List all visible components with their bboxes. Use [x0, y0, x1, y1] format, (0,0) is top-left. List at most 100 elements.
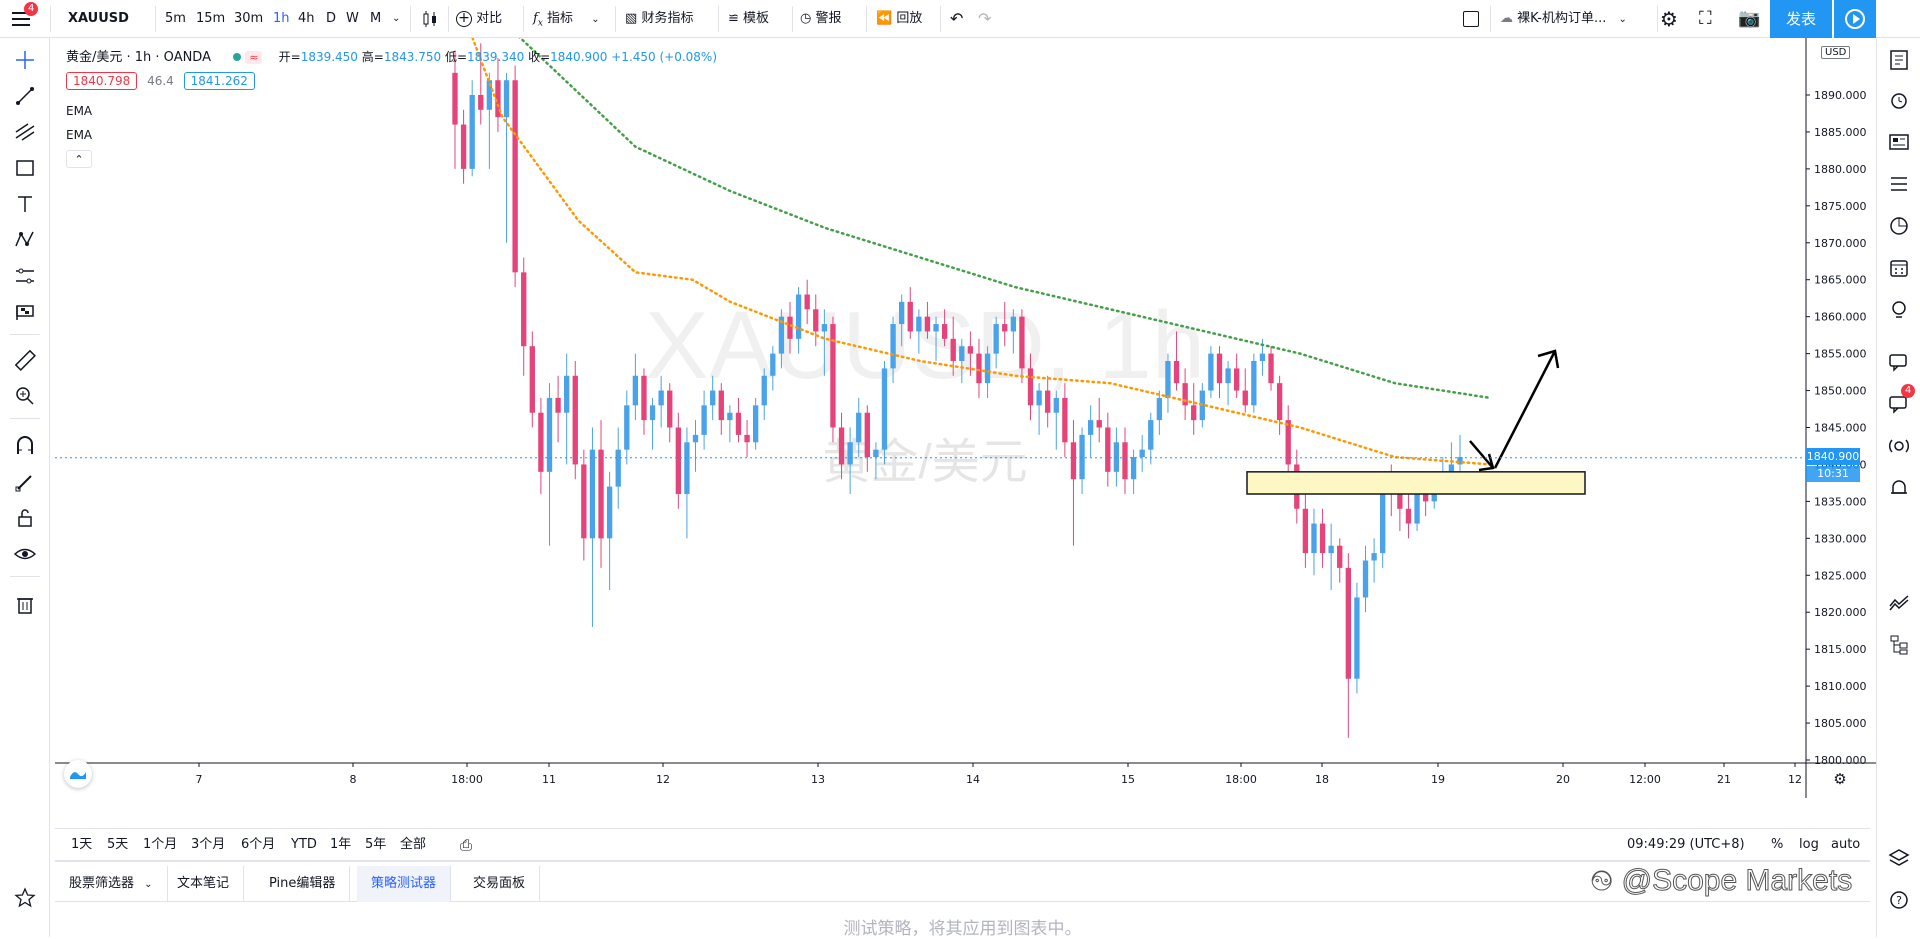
- trading-panel-icon[interactable]: [1887, 590, 1911, 614]
- lock-icon[interactable]: [13, 506, 37, 530]
- zoom-in-icon[interactable]: [13, 384, 37, 408]
- templates-button[interactable]: ≌ 模板: [728, 0, 769, 38]
- range-all[interactable]: 全部: [400, 837, 427, 852]
- chat-icon[interactable]: [1887, 350, 1911, 374]
- interval-4h[interactable]: 4h: [298, 11, 315, 26]
- collapse-legend-button[interactable]: ⌃: [66, 150, 92, 168]
- ideas-bulb-icon[interactable]: [1887, 298, 1911, 322]
- watchlist-icon[interactable]: [1887, 48, 1911, 72]
- streams-icon[interactable]: [1887, 434, 1911, 458]
- interval-5m[interactable]: 5m: [165, 11, 186, 26]
- price-chart[interactable]: XAUUSD, 1h 黄金/美元 1890.000 1885.000 1880.00…: [55, 38, 1876, 798]
- bid-button[interactable]: 1840.798: [66, 72, 138, 90]
- hotlist-icon[interactable]: [1887, 214, 1911, 238]
- magnet-icon[interactable]: [13, 434, 37, 458]
- rectangle-tool-icon[interactable]: [13, 156, 37, 180]
- calendar-icon[interactable]: [1887, 256, 1911, 280]
- compare-button[interactable]: + 对比: [456, 0, 502, 38]
- candle-body: [512, 80, 518, 273]
- data-window-icon[interactable]: [1887, 172, 1911, 196]
- indicator-ema-2[interactable]: EMA: [66, 128, 93, 142]
- candle-type-icon[interactable]: [420, 9, 440, 29]
- news-icon[interactable]: [1887, 130, 1911, 154]
- replay-button[interactable]: ⏪ 回放: [876, 0, 922, 38]
- settings-gear-icon[interactable]: ⚙: [1660, 7, 1678, 31]
- fullscreen-icon[interactable]: ⛶: [1699, 8, 1712, 29]
- interval-w[interactable]: W: [346, 11, 359, 26]
- range-1d[interactable]: 1天: [71, 837, 93, 852]
- redo-icon[interactable]: ↷: [978, 9, 992, 28]
- tab-strategy-tester[interactable]: 策略测试器: [357, 866, 452, 902]
- candle-body: [606, 486, 613, 539]
- alert-button[interactable]: ◷ 警报: [800, 0, 842, 38]
- menu-button[interactable]: 4: [12, 2, 39, 28]
- icon-tool-icon[interactable]: [13, 300, 37, 324]
- percent-toggle[interactable]: %: [1771, 837, 1784, 852]
- undo-icon[interactable]: ↶: [950, 9, 964, 28]
- price-tick-label: 1820.000: [1814, 606, 1867, 619]
- messages-icon[interactable]: [1887, 392, 1911, 416]
- go-to-date-icon[interactable]: ⎙: [460, 836, 473, 854]
- alarm-clock-icon[interactable]: [1887, 88, 1911, 112]
- candle-body: [1251, 361, 1257, 406]
- tab-stock-screener[interactable]: 股票筛选器 ⌄: [55, 866, 168, 902]
- indicator-ema-1[interactable]: EMA: [66, 104, 93, 118]
- trash-icon[interactable]: [13, 592, 37, 616]
- interval-dropdown-chevron-icon[interactable]: ⌄: [392, 13, 401, 24]
- publish-options-button[interactable]: [1834, 0, 1876, 38]
- tradingview-logo[interactable]: [64, 760, 92, 788]
- range-5y[interactable]: 5年: [365, 837, 387, 852]
- legend-title[interactable]: 黄金/美元 · 1h · OANDA: [66, 50, 211, 65]
- ask-button[interactable]: 1841.262: [183, 72, 255, 90]
- currency-label[interactable]: USD: [1821, 46, 1851, 59]
- text-tool-icon[interactable]: [13, 192, 37, 216]
- candle: [881, 361, 888, 465]
- candle: [804, 279, 810, 325]
- interval-d[interactable]: D: [326, 11, 337, 26]
- star-icon[interactable]: [13, 886, 37, 910]
- candle: [675, 412, 681, 509]
- pattern-tool-icon[interactable]: [13, 228, 37, 252]
- tab-text-notes[interactable]: 文本笔记: [163, 866, 245, 902]
- eye-icon[interactable]: [13, 542, 37, 566]
- candle-body: [1276, 383, 1283, 421]
- interval-15m[interactable]: 15m: [196, 11, 226, 26]
- tab-trading-panel[interactable]: 交易面板: [459, 866, 541, 902]
- indicators-button[interactable]: fx 指标 ⌄: [533, 0, 600, 38]
- interval-1h[interactable]: 1h: [273, 11, 290, 26]
- crosshair-icon[interactable]: [13, 48, 37, 72]
- range-3m[interactable]: 3个月: [191, 837, 226, 852]
- range-1m[interactable]: 1个月: [143, 837, 178, 852]
- help-icon[interactable]: ?: [1887, 888, 1911, 912]
- range-6m[interactable]: 6个月: [241, 837, 276, 852]
- layout-selector[interactable]: ☁ 裸K-机构订单... ⌄: [1500, 0, 1627, 38]
- trend-line-icon[interactable]: [13, 84, 37, 108]
- layers-icon[interactable]: [1887, 846, 1911, 870]
- notifications-bell-icon[interactable]: [1887, 476, 1911, 500]
- layout-name: 裸K-机构订单...: [1517, 11, 1607, 26]
- ruler-icon[interactable]: [13, 348, 37, 372]
- range-bar: 1天 5天 1个月 3个月 6个月 YTD 1年 5年 全部 ⎙ 09:49:2…: [55, 828, 1870, 862]
- publish-button[interactable]: 发表: [1770, 0, 1832, 38]
- auto-toggle[interactable]: auto: [1831, 837, 1861, 852]
- financials-button[interactable]: ▧ 财务指标: [625, 0, 693, 38]
- camera-icon[interactable]: 📷: [1738, 8, 1761, 29]
- range-ytd[interactable]: YTD: [291, 837, 317, 852]
- log-toggle[interactable]: log: [1799, 837, 1819, 852]
- range-5d[interactable]: 5天: [107, 837, 129, 852]
- market-status-badge[interactable]: ≈: [245, 51, 263, 64]
- tab-pine-editor[interactable]: Pine编辑器: [255, 866, 351, 902]
- candle-body: [1105, 427, 1111, 472]
- time-tick-label: 19: [1431, 773, 1445, 786]
- axis-settings-gear-icon[interactable]: ⚙: [1833, 770, 1846, 788]
- interval-m[interactable]: M: [370, 11, 382, 26]
- interval-30m[interactable]: 30m: [234, 11, 264, 26]
- fib-tool-icon[interactable]: [13, 120, 37, 144]
- fullscreen-toggle-icon[interactable]: [1463, 11, 1479, 27]
- symbol-search[interactable]: XAUUSD: [68, 11, 129, 26]
- prediction-tool-icon[interactable]: [13, 264, 37, 288]
- clock-readout[interactable]: 09:49:29 (UTC+8): [1627, 837, 1745, 852]
- object-tree-icon[interactable]: [1887, 632, 1911, 656]
- stay-in-drawing-mode-icon[interactable]: [13, 470, 37, 494]
- range-1y[interactable]: 1年: [330, 837, 352, 852]
